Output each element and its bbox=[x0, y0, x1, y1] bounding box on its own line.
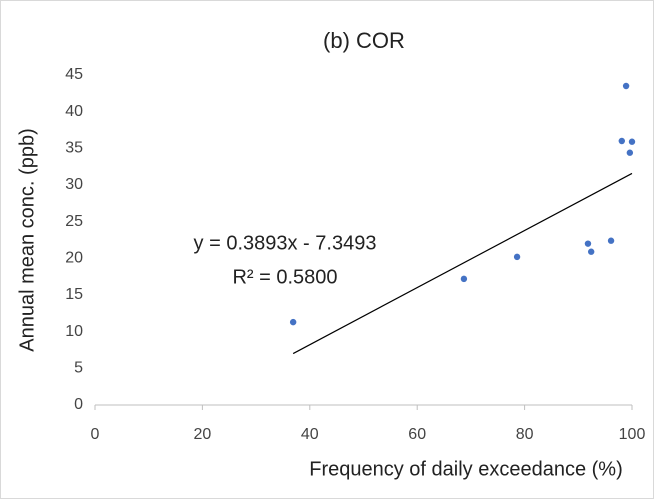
x-axis-label: Frequency of daily exceedance (%) bbox=[309, 458, 623, 480]
trendline bbox=[292, 172, 633, 355]
x-tick-label: 80 bbox=[516, 426, 534, 443]
x-tick-label: 20 bbox=[194, 426, 212, 443]
data-point bbox=[584, 240, 592, 247]
data-point bbox=[626, 149, 634, 156]
y-axis-label: Annual mean conc. (ppb) bbox=[16, 128, 38, 351]
x-tick-label: 100 bbox=[619, 426, 646, 443]
chart-title: (b) COR bbox=[323, 28, 405, 53]
data-point bbox=[618, 137, 625, 145]
data-point bbox=[587, 248, 595, 255]
data-point bbox=[628, 138, 636, 145]
x-tick-label: 0 bbox=[91, 426, 100, 443]
data-point bbox=[289, 318, 297, 326]
y-tick-label: 10 bbox=[65, 323, 83, 340]
y-tick-label: 30 bbox=[65, 176, 83, 193]
y-tick-label: 25 bbox=[65, 213, 83, 230]
y-tick-label: 35 bbox=[65, 140, 83, 157]
data-point bbox=[622, 82, 630, 90]
data-point bbox=[607, 237, 615, 244]
data-point bbox=[460, 275, 468, 283]
y-tick-label: 15 bbox=[65, 286, 83, 303]
y-tick-label: 20 bbox=[65, 250, 83, 267]
trendline-equation: y = 0.3893x - 7.3493 bbox=[194, 232, 377, 254]
y-tick-label: 0 bbox=[74, 396, 83, 413]
x-tick-label: 40 bbox=[301, 426, 319, 443]
y-tick-label: 40 bbox=[65, 103, 83, 120]
x-tick-label: 60 bbox=[408, 426, 426, 443]
y-tick-label: 45 bbox=[65, 66, 83, 83]
data-point bbox=[513, 253, 521, 261]
y-tick-label: 5 bbox=[74, 360, 83, 377]
trendline-r-squared: R² = 0.5800 bbox=[232, 266, 337, 288]
